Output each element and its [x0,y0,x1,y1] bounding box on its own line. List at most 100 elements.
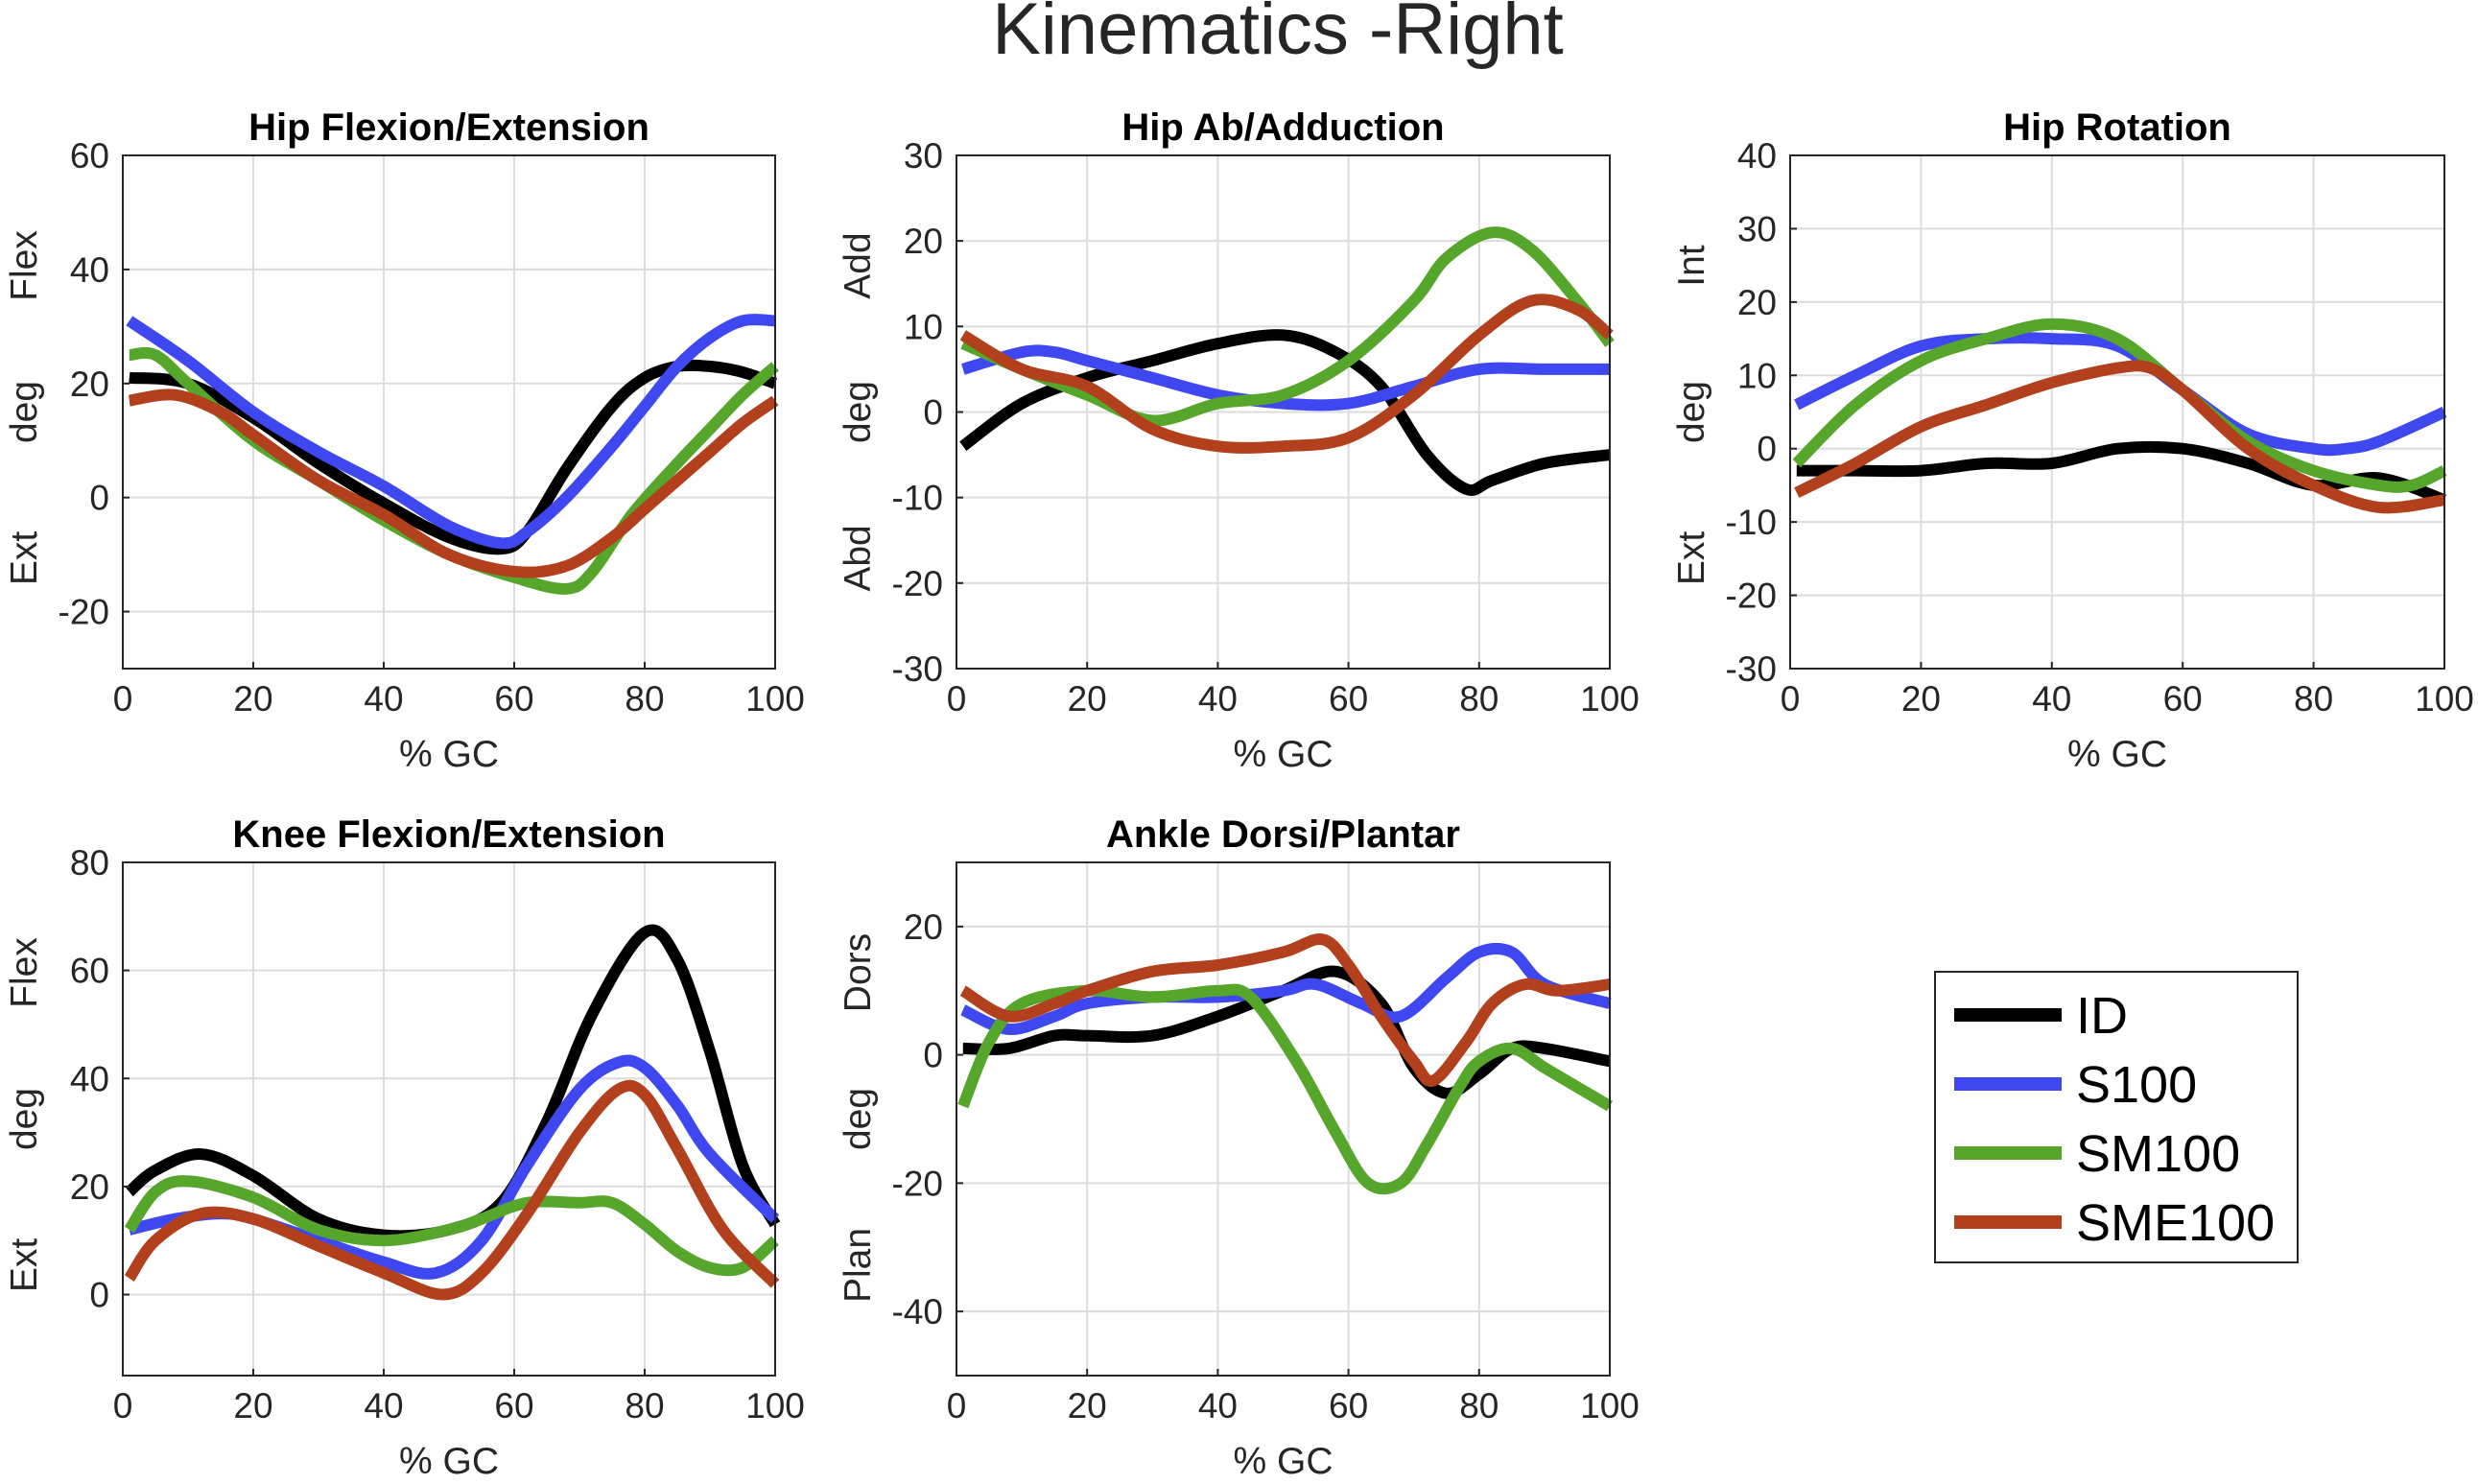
figure-title: Kinematics -Right [992,0,1564,70]
y-tick-label: 0 [1757,430,1777,469]
subplot-title: Hip Ab/Adduction [1121,106,1444,149]
x-tick-label: 80 [2294,679,2333,718]
x-axis-label: % GC [399,734,499,775]
y-tick-label: -20 [892,1164,943,1203]
legend-label: ID [2076,987,2128,1045]
x-tick-label: 0 [1781,679,1801,718]
x-tick-label: 80 [1459,679,1499,718]
x-tick-label: 100 [1580,1386,1640,1425]
y-tick-label: 20 [70,365,109,404]
y-tick-label: -20 [59,593,109,632]
plot-frame [122,861,776,1377]
y-axis-label-top: Dors [838,933,879,1012]
y-axis-label-top: Flex [4,937,45,1008]
subplot-title: Hip Flexion/Extension [248,106,649,149]
series-line-sm100 [124,1175,779,1277]
series-line-sme100 [124,1079,780,1301]
legend-item-sm100: SM100 [1954,1125,2240,1183]
y-tick-label: 60 [70,136,109,176]
x-tick-label: 40 [364,1386,403,1425]
series-line-sme100 [128,389,779,578]
y-tick-label: -20 [892,564,943,603]
x-axis-label: % GC [1233,1441,1333,1482]
x-tick-label: 0 [113,1386,133,1425]
y-tick-label: 20 [70,1167,109,1207]
legend-label: SM100 [2076,1125,2240,1183]
y-tick-label: 40 [70,250,109,290]
y-tick-label: 30 [904,136,943,176]
y-axis-label-bottom: Ext [1671,531,1712,586]
legend-item-id: ID [1954,987,2128,1045]
x-tick-label: 100 [1580,679,1640,718]
x-tick-label: 40 [1198,679,1238,718]
x-tick-label: 40 [1198,1386,1238,1425]
y-tick-label: 40 [1737,136,1777,176]
subplot-title: Hip Rotation [2003,106,2231,149]
y-axis-label-top: Int [1671,245,1712,287]
subplot-title: Ankle Dorsi/Plantar [1106,813,1460,856]
y-axis-label-bottom: Abd [838,525,879,591]
y-tick-label: 80 [70,843,109,883]
x-tick-label: 20 [1901,679,1941,718]
x-tick-label: 60 [494,1386,533,1425]
y-tick-label: 20 [904,907,943,947]
legend-label: SME100 [2076,1194,2275,1252]
subplot-title: Knee Flexion/Extension [232,813,665,856]
subplot-hip-flexion-extension: 0 20 40 60 80 100 -20 0 20 40 60 Hip Flexion/Extens… [4,106,805,775]
subplot-hip-ab-adduction: 0 20 40 60 80 100 -30 -20 -10 0 10 20 30 Hip Ab/Adduc… [838,106,1640,775]
series-line-id [959,329,1611,496]
y-axis-label: deg [4,1088,45,1150]
series-line-s100 [1794,332,2447,457]
x-tick-label: 60 [1329,1386,1368,1425]
y-tick-label: 20 [1737,283,1777,322]
subplot-hip-rotation: 0 20 40 60 80 100 -30 -20 -10 0 10 20 30 40 Hip Rotati… [1671,106,2474,775]
y-tick-label: -10 [1726,503,1777,542]
x-axis-label: % GC [1233,734,1333,775]
x-tick-label: 80 [1459,1386,1499,1425]
series-line-s100 [960,942,1612,1035]
y-axis-label-bottom: Plan [838,1228,879,1303]
legend-item-s100: S100 [1954,1056,2197,1114]
series-line-sme100 [959,933,1611,1087]
subplot-knee-flexion-extension: 0 20 40 60 80 100 0 20 40 60 80 Knee Flexion/Extens… [4,813,805,1482]
y-tick-label: 30 [1737,209,1777,248]
y-axis-label-bottom: Ext [4,1238,45,1293]
series-line-id [1796,440,2447,506]
x-tick-label: 20 [1068,1386,1107,1425]
series-line-s100 [126,314,776,550]
y-axis-label: deg [838,1088,879,1150]
y-axis-label-top: Flex [4,230,45,301]
x-tick-label: 100 [745,1386,805,1425]
x-tick-label: 60 [2163,679,2203,718]
x-tick-label: 20 [233,679,272,718]
x-tick-label: 60 [1329,679,1368,718]
x-tick-label: 80 [625,679,664,718]
x-tick-label: 0 [947,1386,967,1425]
series-line-sme100 [1794,360,2445,514]
y-tick-label: -10 [892,479,943,518]
y-axis-label-bottom: Ext [4,531,45,586]
x-tick-label: 0 [947,679,967,718]
legend-label: S100 [2076,1056,2197,1114]
legend-item-sme100: SME100 [1954,1194,2275,1252]
series-line-sm100 [1792,318,2447,493]
y-tick-label: 20 [904,222,943,261]
y-tick-label: 40 [70,1059,109,1098]
y-tick-label: 0 [89,479,109,518]
y-tick-label: 10 [1737,356,1777,395]
series-line-sm100 [960,226,1615,427]
x-tick-label: 20 [233,1386,272,1425]
y-tick-label: -30 [892,649,943,689]
y-tick-label: -40 [892,1292,943,1331]
y-tick-label: 10 [904,307,943,346]
y-axis-label: deg [838,381,879,443]
y-tick-label: 0 [89,1276,109,1315]
x-tick-label: 40 [2032,679,2071,718]
x-axis-label: % GC [399,1441,499,1482]
plot-frame [122,154,776,670]
y-tick-label: 0 [923,393,943,433]
x-tick-label: 60 [494,679,533,718]
y-axis-label: deg [1671,381,1712,443]
